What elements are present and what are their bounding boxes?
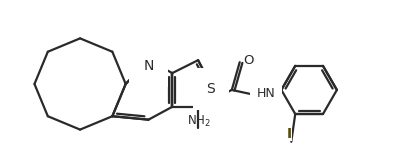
Text: N: N [143,59,154,73]
Text: HN: HN [256,87,275,100]
Text: NH$_2$: NH$_2$ [187,113,211,129]
Text: O: O [244,54,254,67]
Text: I: I [287,127,292,141]
Text: S: S [206,82,215,96]
